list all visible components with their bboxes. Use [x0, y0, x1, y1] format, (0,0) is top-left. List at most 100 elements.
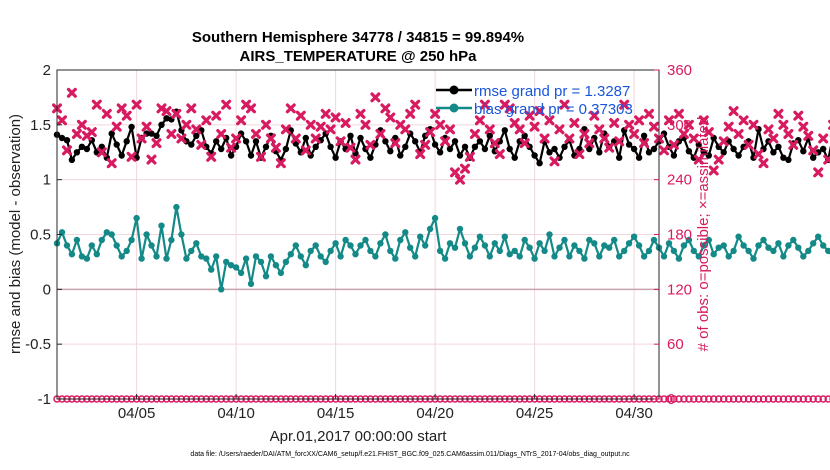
rmse-point	[118, 152, 125, 159]
assimilated-obs-marker	[823, 154, 830, 165]
bias-point	[407, 244, 414, 251]
assimilated-cross-stroke	[589, 110, 600, 121]
assimilated-cross-stroke	[166, 129, 177, 139]
assimilated-cross-stroke	[435, 119, 446, 130]
bias-point	[496, 247, 503, 255]
assimilated-cross-stroke	[410, 99, 421, 110]
bias-point	[267, 253, 275, 260]
rmse-point	[700, 149, 707, 156]
assimilated-cross-stroke	[643, 108, 655, 119]
assimilated-cross-stroke	[698, 115, 709, 126]
assimilated-cross-stroke	[345, 142, 356, 153]
bias-point	[461, 240, 469, 247]
assimilated-obs-marker	[619, 99, 630, 110]
assimilated-cross-stroke	[425, 127, 436, 138]
possible-obs-marker	[680, 395, 688, 403]
rmse-point	[387, 148, 394, 155]
assimilated-cross-stroke	[524, 110, 535, 121]
assimilated-obs-marker	[430, 108, 441, 119]
chart-title: Southern Hemisphere 34778 / 34815 = 99.8…	[192, 29, 524, 46]
marker-layer	[51, 87, 830, 403]
bias-point	[665, 240, 673, 247]
possible-obs-marker	[665, 395, 673, 403]
assimilated-cross-stroke	[216, 129, 227, 139]
rmse-point	[481, 145, 489, 153]
data-file-footnote: data file: /Users/raeder/DAI/ATM_forcXX/…	[190, 451, 630, 458]
assimilated-obs-marker	[176, 133, 187, 144]
assimilated-cross-stroke	[783, 129, 794, 139]
assimilated-obs-marker	[136, 133, 147, 144]
rmse-point	[347, 132, 354, 139]
bias-point	[825, 247, 830, 255]
assimilated-cross-stroke	[509, 117, 520, 129]
bias-point	[287, 251, 294, 258]
bias-point	[158, 222, 165, 229]
assimilated-cross-stroke	[385, 112, 396, 123]
assimilated-obs-marker	[425, 127, 436, 138]
assimilated-obs-marker	[156, 103, 167, 114]
assimilated-obs-marker	[300, 145, 311, 156]
rmse-point	[685, 148, 693, 155]
assimilated-obs-marker	[415, 149, 426, 160]
chart-subtitle: AIRS_TEMPERATURE @ 250 hPa	[240, 48, 478, 65]
assimilated-cross-stroke	[111, 121, 122, 132]
assimilated-obs-marker	[206, 151, 217, 162]
assimilated-obs-marker	[231, 133, 242, 144]
bias-point	[441, 255, 449, 262]
bias-point	[606, 244, 613, 251]
assimilated-cross-stroke	[818, 133, 829, 144]
assimilated-cross-stroke	[156, 103, 167, 114]
possible-obs-marker	[719, 395, 728, 403]
bias-point	[710, 251, 717, 258]
assimilated-cross-stroke	[594, 124, 605, 135]
assimilated-cross-stroke	[460, 163, 470, 174]
assimilated-cross-stroke	[639, 138, 650, 149]
assimilated-cross-stroke	[584, 138, 595, 149]
assimilated-obs-marker	[131, 99, 142, 110]
assimilated-cross-stroke	[489, 138, 500, 149]
assimilated-obs-marker	[609, 117, 620, 129]
assimilated-cross-stroke	[788, 139, 799, 150]
assimilated-cross-stroke	[469, 129, 480, 139]
assimilated-cross-stroke	[619, 99, 630, 110]
assimilated-obs-marker	[469, 129, 480, 139]
x-tick-label: 04/15	[317, 405, 355, 422]
assimilated-cross-stroke	[256, 151, 266, 162]
bias-point	[501, 233, 508, 240]
bias-point	[765, 244, 772, 251]
rmse-point	[735, 152, 742, 159]
assimilated-cross-stroke	[196, 139, 207, 150]
bias-point	[312, 242, 319, 249]
assimilated-obs-marker	[539, 133, 550, 144]
assimilated-cross-stroke	[688, 133, 699, 144]
assimilated-obs-marker	[151, 138, 162, 149]
assimilated-cross-stroke	[464, 151, 475, 162]
legend-rmse-label: rmse grand pr = 1.3287	[474, 83, 630, 100]
bias-point	[481, 242, 489, 249]
bias-point	[138, 255, 145, 262]
bias-point	[486, 253, 493, 260]
bias-point	[292, 242, 299, 249]
assimilated-cross-stroke	[773, 108, 784, 119]
legend-bias-marker	[449, 103, 459, 113]
assimilated-obs-marker	[673, 108, 684, 119]
bias-point	[596, 253, 603, 260]
rmse-point	[78, 143, 86, 150]
bias-point	[800, 253, 807, 260]
y-axis-label: rmse and bias (model - observation)	[7, 114, 24, 354]
bias-point	[183, 255, 190, 262]
assimilated-obs-marker	[718, 136, 729, 147]
rmse-point	[158, 121, 165, 128]
assimilated-cross-stroke	[504, 103, 515, 114]
y-right-tick-label: 60	[667, 336, 684, 353]
bias-point	[685, 236, 693, 244]
possible-obs-marker	[789, 395, 798, 403]
bias-point	[193, 240, 200, 247]
bias-point	[297, 253, 304, 260]
assimilated-obs-marker	[96, 147, 107, 158]
assimilated-obs-marker	[320, 108, 331, 119]
bias-point	[700, 242, 707, 249]
assimilated-cross-stroke	[136, 133, 147, 144]
assimilated-cross-stroke	[315, 121, 326, 132]
assimilated-obs-marker	[290, 133, 301, 144]
